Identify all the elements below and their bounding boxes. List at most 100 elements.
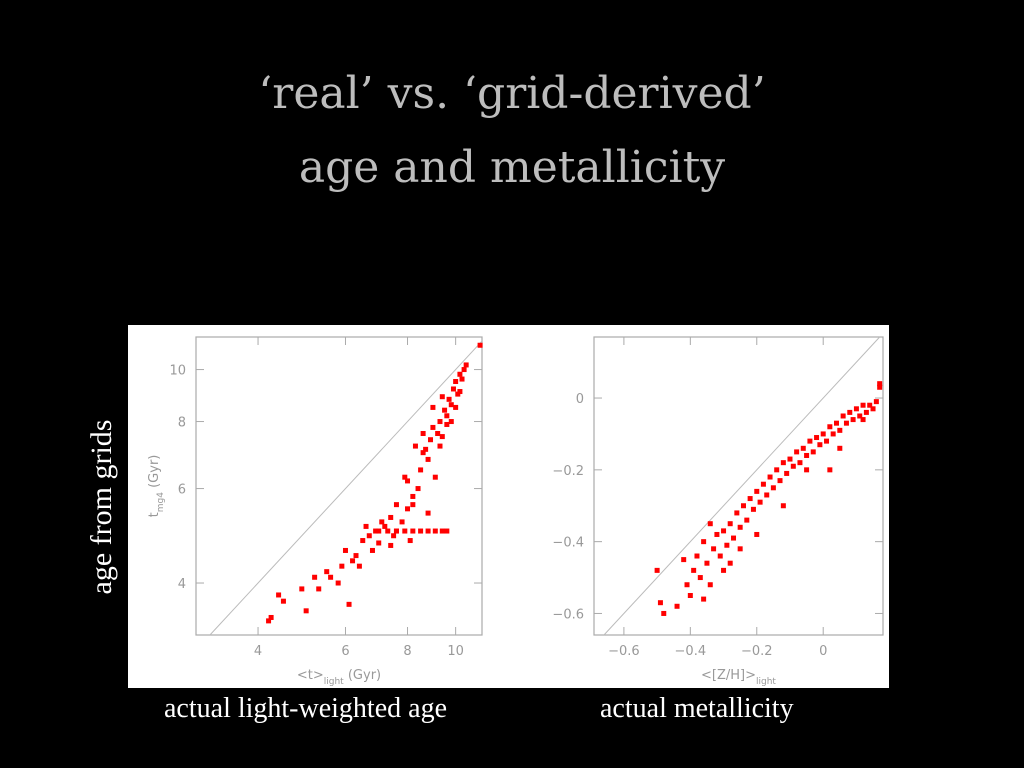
data-point bbox=[804, 467, 810, 473]
data-point bbox=[418, 467, 424, 473]
data-point bbox=[727, 521, 733, 527]
data-point bbox=[425, 510, 431, 516]
x-tick-label: 10 bbox=[447, 644, 464, 659]
y-tick-label: 10 bbox=[169, 364, 186, 379]
data-point bbox=[376, 528, 382, 534]
data-point bbox=[804, 452, 810, 458]
data-point bbox=[820, 431, 826, 437]
data-point bbox=[388, 542, 394, 548]
data-point bbox=[266, 618, 272, 624]
data-point bbox=[790, 463, 796, 469]
data-point bbox=[654, 567, 660, 573]
data-point bbox=[731, 535, 737, 541]
data-point bbox=[877, 384, 883, 390]
data-point bbox=[850, 417, 856, 423]
data-point bbox=[833, 420, 839, 426]
data-point bbox=[412, 443, 418, 449]
data-point bbox=[363, 523, 369, 529]
data-point bbox=[657, 600, 663, 606]
data-point bbox=[369, 547, 375, 553]
x-tick-label: 8 bbox=[403, 644, 411, 659]
data-point bbox=[840, 413, 846, 419]
one-to-one-line bbox=[209, 340, 483, 636]
data-point bbox=[674, 603, 680, 609]
data-point bbox=[432, 528, 438, 534]
data-point bbox=[353, 553, 359, 559]
data-point bbox=[853, 406, 859, 412]
data-point bbox=[717, 553, 723, 559]
data-point bbox=[410, 493, 416, 499]
data-point bbox=[827, 424, 833, 430]
data-point bbox=[701, 596, 707, 602]
data-point bbox=[777, 478, 783, 484]
data-point bbox=[442, 407, 448, 413]
slide-title-line1: ‘real’ vs. ‘grid-derived’ bbox=[258, 68, 766, 119]
data-point bbox=[867, 402, 873, 408]
x-tick-label: 4 bbox=[254, 644, 262, 659]
data-point bbox=[877, 381, 883, 387]
data-point bbox=[721, 567, 727, 573]
data-point bbox=[280, 598, 286, 604]
data-point bbox=[268, 614, 274, 620]
data-point bbox=[430, 404, 436, 410]
data-point bbox=[744, 517, 750, 523]
data-point bbox=[459, 376, 465, 382]
data-point bbox=[444, 421, 450, 427]
data-point bbox=[824, 438, 830, 444]
data-point bbox=[437, 419, 443, 425]
data-point bbox=[857, 413, 863, 419]
data-point bbox=[797, 460, 803, 466]
data-point bbox=[737, 524, 743, 530]
data-point bbox=[439, 528, 445, 534]
data-point bbox=[425, 456, 431, 462]
data-point bbox=[817, 442, 823, 448]
y-tick-label: 8 bbox=[178, 416, 186, 431]
data-point bbox=[780, 503, 786, 509]
data-point bbox=[350, 558, 356, 564]
slide-title-line2: age and metallicity bbox=[298, 142, 726, 193]
data-point bbox=[453, 379, 459, 385]
data-point bbox=[342, 547, 348, 553]
data-point bbox=[312, 574, 318, 580]
data-point bbox=[770, 485, 776, 491]
data-point bbox=[379, 519, 385, 525]
one-to-one-line bbox=[603, 336, 881, 636]
data-point bbox=[376, 540, 382, 546]
data-point bbox=[463, 362, 469, 368]
data-point bbox=[410, 502, 416, 508]
data-point bbox=[734, 510, 740, 516]
data-point bbox=[420, 450, 426, 456]
data-point bbox=[448, 419, 454, 425]
data-point bbox=[425, 528, 431, 534]
data-point bbox=[847, 409, 853, 415]
data-point bbox=[420, 430, 426, 436]
data-point bbox=[681, 557, 687, 563]
data-point bbox=[767, 474, 773, 480]
data-point bbox=[356, 563, 362, 569]
data-point bbox=[711, 546, 717, 552]
data-point bbox=[316, 586, 322, 592]
data-point bbox=[339, 563, 345, 569]
data-point bbox=[437, 443, 443, 449]
data-point bbox=[740, 503, 746, 509]
x-tick-label: 6 bbox=[341, 644, 349, 659]
data-point bbox=[810, 449, 816, 455]
data-point bbox=[780, 460, 786, 466]
data-point bbox=[800, 445, 806, 451]
y-tick-label: 4 bbox=[178, 577, 186, 592]
x-tick-label: −0.6 bbox=[608, 644, 640, 659]
data-point bbox=[694, 553, 700, 559]
data-point bbox=[764, 492, 770, 498]
data-point bbox=[439, 434, 445, 440]
data-point bbox=[757, 499, 763, 505]
data-point bbox=[837, 445, 843, 451]
right-y-axis-caption: Z from grids bbox=[507, 419, 540, 571]
data-point bbox=[393, 502, 399, 508]
x-tick-label: −0.2 bbox=[741, 644, 773, 659]
data-point bbox=[418, 528, 424, 534]
data-point bbox=[661, 610, 667, 616]
y-tick-label: −0.4 bbox=[552, 536, 584, 551]
data-point bbox=[750, 506, 756, 512]
data-point bbox=[684, 582, 690, 588]
left-x-axis-caption: actual light-weighted age bbox=[164, 693, 447, 724]
